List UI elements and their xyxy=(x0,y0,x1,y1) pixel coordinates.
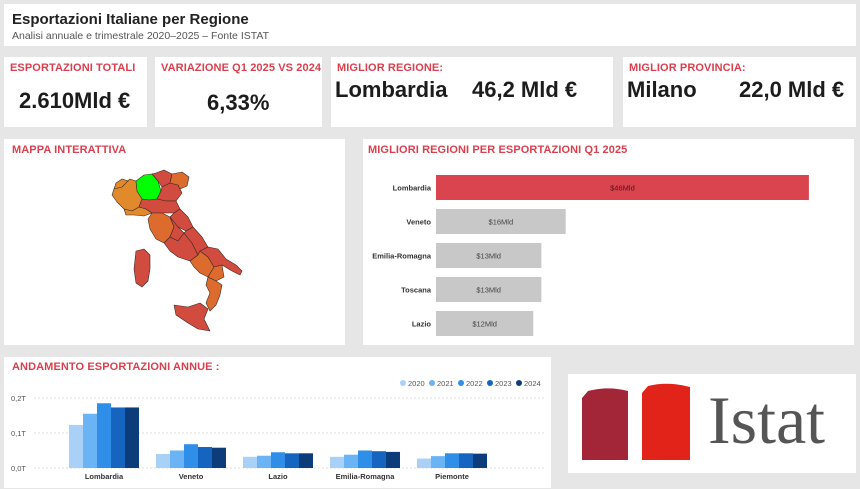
legend-label: 2021 xyxy=(437,379,454,388)
annual-exports-column-chart: 0,0T 0,1T 0,2T 2020 2021 2022 2023 2024 Lombardi… xyxy=(11,379,545,481)
year-column[interactable] xyxy=(459,453,473,468)
year-column[interactable] xyxy=(83,413,97,468)
kpi-best-region-value: 46,2 Mld € xyxy=(472,77,578,102)
legend-label: 2020 xyxy=(408,379,425,388)
kpi-best-region: MIGLIOR REGIONE: Lombardia 46,2 Mld € xyxy=(331,57,613,127)
kpi-best-province-name: Milano xyxy=(627,77,697,102)
istat-logo: Istat xyxy=(568,374,856,473)
year-column[interactable] xyxy=(445,453,459,468)
x-category-label: Veneto xyxy=(179,472,204,481)
region-calabria[interactable] xyxy=(205,276,223,312)
kpi-best-province-value: 22,0 Mld € xyxy=(739,77,845,102)
bar-data-label: $13Mld xyxy=(476,286,501,295)
bar-chart-title: MIGLIORI REGIONI PER ESPORTAZIONI Q1 202… xyxy=(368,144,628,156)
year-column[interactable] xyxy=(299,453,313,468)
kpi-total-label: ESPORTAZIONI TOTALI xyxy=(10,62,136,74)
y-tick-label: 0,2T xyxy=(11,394,26,403)
year-column[interactable] xyxy=(156,454,170,468)
year-column[interactable] xyxy=(111,407,125,468)
year-column[interactable] xyxy=(212,447,226,468)
region-friuli[interactable] xyxy=(169,171,190,190)
page-subtitle: Analisi annuale e trimestrale 2020–2025 … xyxy=(12,30,270,42)
region-bar[interactable] xyxy=(436,243,542,268)
legend-marker xyxy=(516,380,522,386)
year-column[interactable] xyxy=(184,444,198,468)
kpi-best-province-label: MIGLIOR PROVINCIA: xyxy=(629,62,746,74)
istat-logo-graphic xyxy=(582,383,690,460)
y-tick-label: 0,0T xyxy=(11,464,26,473)
year-column[interactable] xyxy=(417,458,431,468)
year-column[interactable] xyxy=(386,451,400,468)
region-sicilia[interactable] xyxy=(173,302,211,332)
region-puglia[interactable] xyxy=(199,246,243,276)
year-column[interactable] xyxy=(431,456,445,468)
column-chart-title: ANDAMENTO ESPORTAZIONI ANNUE : xyxy=(12,361,220,373)
y-tick-label: 0,1T xyxy=(11,429,26,438)
legend-marker xyxy=(458,380,464,386)
kpi-variation: VARIAZIONE Q1 2025 VS 2024 6,33% xyxy=(155,57,322,127)
year-column[interactable] xyxy=(473,453,487,468)
year-column[interactable] xyxy=(125,407,139,468)
italy-map[interactable] xyxy=(4,139,345,345)
kpi-best-region-label: MIGLIOR REGIONE: xyxy=(337,62,444,74)
year-column[interactable] xyxy=(243,456,257,468)
bar-category-label: Lombardia xyxy=(393,184,432,193)
year-column[interactable] xyxy=(344,454,358,468)
annual-exports-chart-panel: ANDAMENTO ESPORTAZIONI ANNUE : 0,0T 0,1T 0… xyxy=(4,357,551,488)
year-column[interactable] xyxy=(257,455,271,468)
x-category-label: Emilia-Romagna xyxy=(336,472,396,481)
year-column[interactable] xyxy=(358,450,372,469)
logo-text: Istat xyxy=(708,382,826,458)
legend-label: 2022 xyxy=(466,379,483,388)
kpi-best-province: MIGLIOR PROVINCIA: Milano 22,0 Mld € xyxy=(623,57,856,127)
logo-right-flag xyxy=(642,383,690,460)
kpi-total-value: 2.610Mld € xyxy=(19,88,131,113)
top-regions-chart-panel: MIGLIORI REGIONI PER ESPORTAZIONI Q1 202… xyxy=(363,139,854,345)
header: Esportazioni Italiane per Regione Analis… xyxy=(4,4,856,46)
year-column[interactable] xyxy=(198,447,212,468)
region-basilicata[interactable] xyxy=(207,264,225,282)
legend-marker xyxy=(429,380,435,386)
region-sardegna[interactable] xyxy=(133,248,151,288)
bar-category-label: Emilia-Romagna xyxy=(372,252,432,261)
year-column[interactable] xyxy=(271,452,285,468)
legend-marker xyxy=(487,380,493,386)
legend-label: 2023 xyxy=(495,379,512,388)
x-category-label: Lombardia xyxy=(85,472,124,481)
kpi-variation-value: 6,33% xyxy=(207,90,270,115)
year-column[interactable] xyxy=(285,453,299,468)
top-regions-bar-chart: Lombardia $46Mld Veneto $16Mld Emilia-Romagn… xyxy=(372,175,809,336)
bar-data-label: $16Mld xyxy=(489,218,514,227)
x-category-label: Piemonte xyxy=(435,472,469,481)
bar-data-label: $13Mld xyxy=(476,252,501,261)
year-column[interactable] xyxy=(69,424,83,468)
year-column[interactable] xyxy=(372,451,386,468)
legend-label: 2024 xyxy=(524,379,541,388)
bar-category-label: Toscana xyxy=(401,286,432,295)
region-bar[interactable] xyxy=(436,175,809,200)
region-bar[interactable] xyxy=(436,311,534,336)
kpi-total-exports: ESPORTAZIONI TOTALI 2.610Mld € xyxy=(4,57,147,127)
region-valle-aosta[interactable] xyxy=(113,178,129,190)
interactive-map-panel: MAPPA INTERATTIVA xyxy=(4,139,345,345)
region-bar[interactable] xyxy=(436,209,566,234)
year-column[interactable] xyxy=(330,456,344,468)
bar-category-label: Veneto xyxy=(406,218,431,227)
x-category-label: Lazio xyxy=(268,472,288,481)
bar-data-label: $12Mld xyxy=(472,320,497,329)
year-column[interactable] xyxy=(97,403,111,468)
year-column[interactable] xyxy=(170,450,184,469)
map-title: MAPPA INTERATTIVA xyxy=(12,144,127,156)
kpi-best-region-name: Lombardia xyxy=(335,77,448,102)
kpi-variation-label: VARIAZIONE Q1 2025 VS 2024 xyxy=(161,62,322,74)
region-bar[interactable] xyxy=(436,277,542,302)
page-title: Esportazioni Italiane per Regione xyxy=(12,11,249,28)
bar-data-label: $46Mld xyxy=(610,184,635,193)
legend-marker xyxy=(400,380,406,386)
logo-left-flag xyxy=(582,388,628,460)
bar-category-label: Lazio xyxy=(412,320,432,329)
